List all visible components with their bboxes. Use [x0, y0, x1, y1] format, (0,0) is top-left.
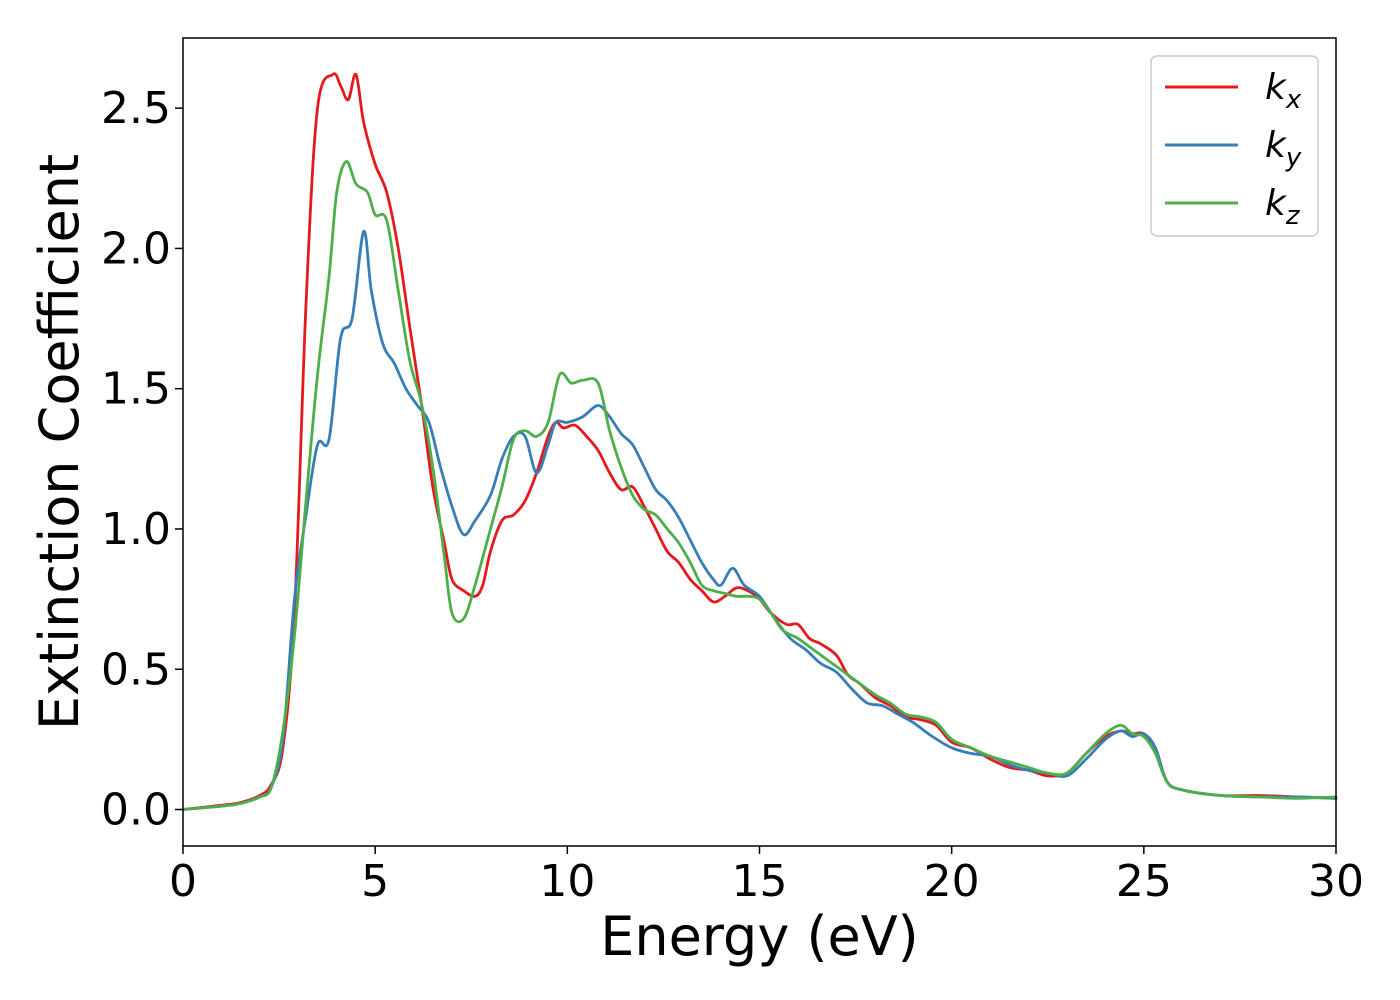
- legend: kx ky kz: [1150, 55, 1319, 237]
- x-axis-label: Energy (eV): [600, 905, 919, 968]
- x-tick-label: 15: [732, 856, 788, 907]
- y-tick-label: 0.5: [101, 644, 171, 695]
- plot-area: [183, 38, 1336, 846]
- y-tick-label: 1.0: [101, 504, 171, 555]
- x-tick-label: 25: [1116, 856, 1172, 907]
- legend-label-z: kz: [1265, 183, 1301, 231]
- series-layer: [181, 72, 1338, 811]
- series-line-z: [181, 160, 1338, 811]
- legend-label-y: ky: [1265, 125, 1302, 173]
- y-axis-label: Extinction Coefficient: [28, 154, 91, 730]
- y-tick-label: 2.5: [101, 83, 171, 134]
- x-tick-label: 5: [361, 856, 389, 907]
- x-tick-label: 30: [1308, 856, 1364, 907]
- x-axis-ticks: 0 5 10 15 20 25 30: [169, 846, 1364, 907]
- x-tick-label: 20: [924, 856, 980, 907]
- x-tick-label: 10: [539, 856, 595, 907]
- y-tick-label: 1.5: [101, 364, 171, 415]
- y-tick-label: 2.0: [101, 223, 171, 274]
- legend-label-x: kx: [1265, 67, 1302, 115]
- x-tick-label: 0: [169, 856, 197, 907]
- y-axis-ticks: 0.0 0.5 1.0 1.5 2.0 2.5: [101, 83, 183, 836]
- y-tick-label: 0.0: [101, 785, 171, 836]
